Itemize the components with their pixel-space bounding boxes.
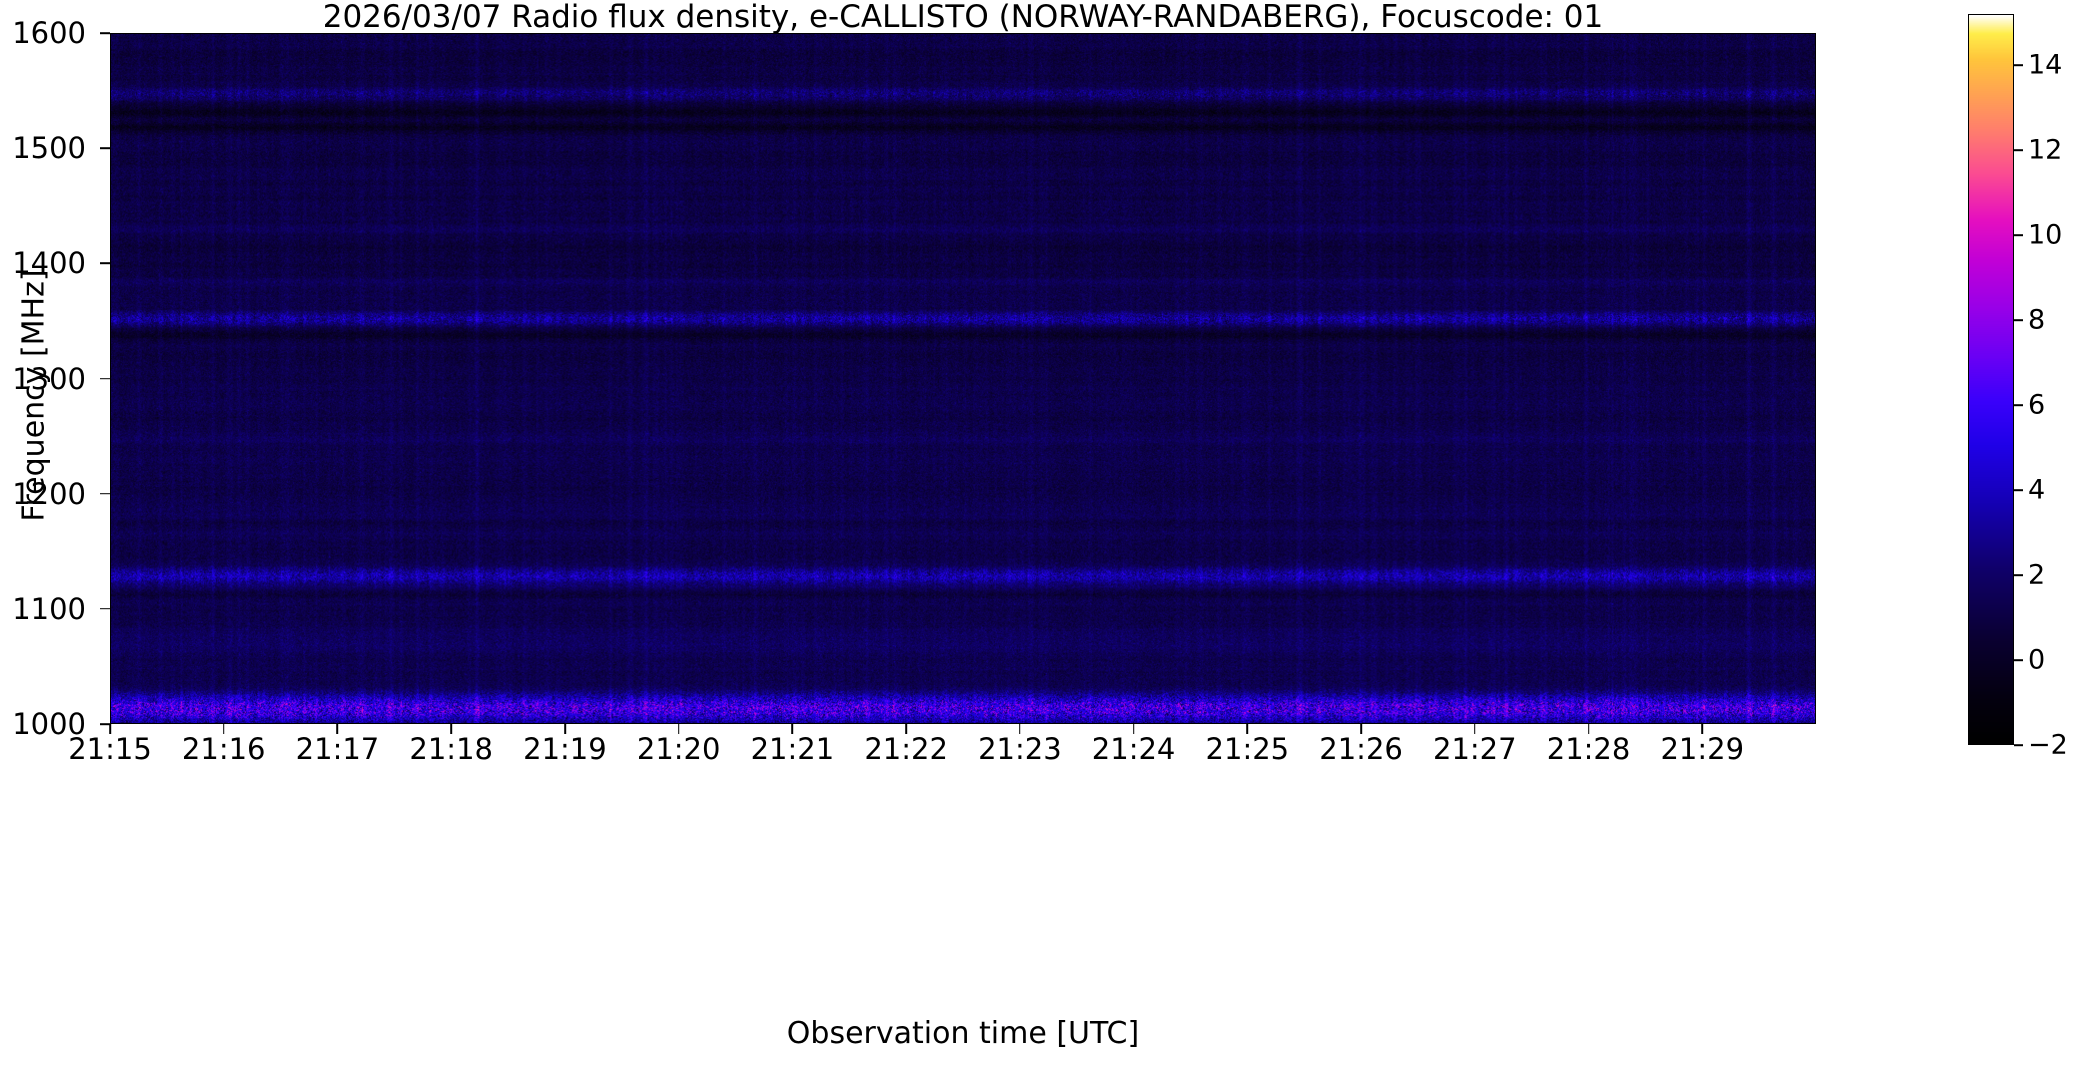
colorbar-tick-label: 8 [2028,304,2046,336]
x-tick-label: 21:23 [978,732,1062,766]
x-tick-mark [450,724,452,734]
x-tick-label: 21:17 [295,732,380,766]
x-tick-mark [564,724,566,734]
x-tick-label: 21:24 [1091,732,1176,766]
colorbar-tick-label: 12 [2028,134,2063,166]
spectrogram-heatmap [111,34,1815,723]
x-tick-label: 21:21 [750,732,835,766]
x-tick-label: 21:27 [1433,732,1517,766]
x-tick-mark [1132,724,1135,734]
colorbar-tick-mark [2014,404,2023,406]
colorbar-tick-label: 14 [2028,49,2063,81]
x-tick-label: 21:19 [523,732,607,766]
x-tick-label: 21:29 [1660,732,1745,766]
colorbar-tick-mark [2014,319,2023,321]
colorbar-gradient [1968,14,2014,745]
x-tick-label: 21:25 [1205,732,1290,766]
x-tick-mark [905,724,907,734]
y-tick-label: 1600 [12,16,86,50]
y-tick-label: 1100 [12,591,86,626]
x-tick-mark [222,724,225,734]
y-tick-mark [100,147,110,149]
y-tick-mark [100,492,110,495]
y-tick-label: 1000 [12,707,86,741]
colorbar-tick-mark [2014,574,2023,576]
colorbar-tick-label: 10 [2028,219,2063,251]
y-tick-label: 1500 [12,131,86,166]
colorbar-tick-label: 2 [2028,559,2046,591]
y-tick-label: 1300 [12,361,86,396]
colorbar-tick-label: 4 [2028,474,2046,506]
x-tick-label: 21:26 [1319,732,1403,766]
x-tick-label: 21:18 [409,732,493,766]
y-tick-mark [100,32,110,34]
x-tick-label: 21:20 [636,732,721,766]
x-tick-label: 21:22 [864,732,948,766]
y-tick-mark [100,377,110,380]
x-tick-mark [1587,724,1590,734]
x-tick-mark [1246,724,1249,734]
y-tick-label: 1400 [12,246,86,281]
y-tick-mark [100,723,110,725]
y-tick-mark [100,262,110,265]
x-tick-mark [677,724,680,734]
colorbar-tick-mark [2014,659,2023,661]
x-tick-mark [1019,724,1021,734]
colorbar-tick-mark [2014,489,2023,491]
colorbar-tick-label: −2 [2028,729,2068,761]
x-tick-label: 21:15 [68,732,152,766]
y-tick-mark [100,608,110,610]
x-tick-mark [109,724,111,734]
colorbar-tick-mark [2014,744,2023,746]
x-tick-label: 21:16 [181,732,266,766]
y-axis-tick-labels: 1000 1100 1200 1300 1400 1500 1600 [0,0,100,1067]
colorbar-tick-label: 6 [2028,389,2046,421]
x-axis-label: Observation time [UTC] [786,1016,1140,1051]
colorbar-tick-mark [2014,234,2023,236]
chart-title: 2026/03/07 Radio flux density, e-CALLIST… [322,0,1604,35]
spectrogram-axes [110,33,1816,724]
x-tick-mark [1701,724,1704,734]
x-tick-mark [1474,724,1476,734]
colorbar-tick-mark [2014,149,2023,151]
colorbar-tick-label: 0 [2028,644,2046,676]
x-tick-label: 21:28 [1546,732,1631,766]
x-tick-mark [336,724,339,734]
colorbar-container: −2 0 2 4 6 8 10 12 14 [1968,14,2068,761]
y-tick-label: 1200 [12,476,86,511]
x-tick-mark [1360,724,1362,734]
colorbar-tick-mark [2014,64,2023,66]
x-tick-mark [791,724,794,734]
